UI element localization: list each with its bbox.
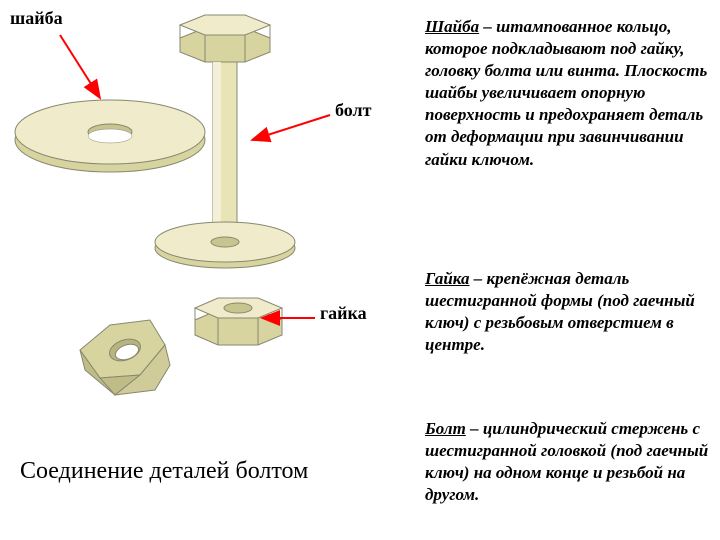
text-bolt: – цилиндрический стержень с шестигранной… bbox=[425, 419, 708, 504]
text-washer: – штампованное кольцо, которое подкладыв… bbox=[425, 17, 707, 169]
term-washer: Шайба bbox=[425, 17, 479, 36]
washer-label: шайба bbox=[10, 8, 63, 29]
washer-large bbox=[15, 100, 205, 172]
definition-nut: Гайка – крепёжная деталь шестигранной фо… bbox=[425, 268, 715, 356]
bottom-title: Соединение деталей болтом bbox=[20, 458, 308, 485]
bolt-label: болт bbox=[335, 100, 371, 121]
term-nut: Гайка bbox=[425, 269, 470, 288]
nut-tilted bbox=[80, 320, 170, 395]
definition-bolt: Болт – цилиндрический стержень с шестигр… bbox=[425, 418, 715, 506]
bolt-assembly-diagram bbox=[0, 0, 400, 420]
nut-label: гайка bbox=[320, 303, 367, 324]
nut-flat bbox=[195, 298, 282, 345]
term-bolt: Болт bbox=[425, 419, 466, 438]
definition-washer: Шайба – штампованное кольцо, которое под… bbox=[425, 16, 715, 171]
